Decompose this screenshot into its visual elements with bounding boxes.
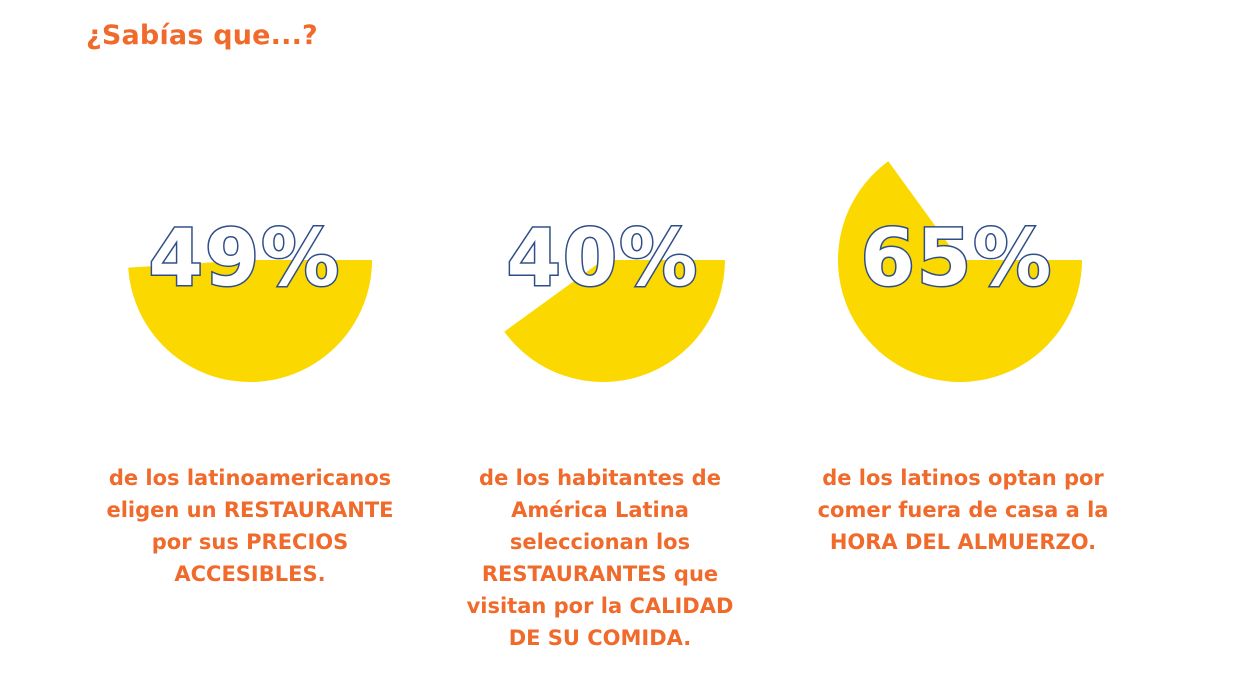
stat-2-caption-line: DE SU COMIDA. — [508, 626, 692, 650]
stat-chart-2: 40% — [504, 213, 725, 383]
stat-3-caption-line: comer fuera de casa a la — [817, 498, 1109, 522]
stat-1-caption-line: de los latinoamericanos — [108, 466, 392, 490]
stat-2-pie-slice — [504, 260, 725, 383]
stat-1-percentage: 49% — [149, 214, 342, 304]
stat-chart-3: 65% — [837, 161, 1082, 382]
stat-2-percentage: 40% — [507, 214, 700, 304]
stat-1-caption-line: ACCESIBLES. — [174, 562, 326, 586]
stat-3-percentage: 65% — [861, 214, 1054, 304]
stat-3-caption-line: de los latinos optan por — [822, 466, 1104, 490]
stat-2-caption-line: América Latina — [511, 498, 689, 522]
stat-2-caption: de los habitantes de América Latina sele… — [430, 462, 770, 654]
stat-charts: 49% 40% 65% — [128, 161, 1082, 383]
page-title: ¿Sabías que...? — [86, 20, 318, 51]
stat-1-pie-slice — [128, 260, 373, 383]
stat-2-caption-line: de los habitantes de — [479, 466, 721, 490]
stat-1-caption-line: por sus PRECIOS — [151, 530, 349, 554]
stat-2-caption-line: visitan por la CALIDAD — [466, 594, 734, 618]
stat-3-caption: de los latinos optan por comer fuera de … — [793, 462, 1133, 558]
stat-3-caption-line: HORA DEL ALMUERZO. — [829, 530, 1097, 554]
stat-2-caption-line: seleccionan los — [509, 530, 691, 554]
stat-1-caption: de los latinoamericanos eligen un RESTAU… — [80, 462, 420, 590]
stat-1-caption-line: eligen un RESTAURANTE — [106, 498, 394, 522]
stat-2-caption-line: RESTAURANTES que — [481, 562, 719, 586]
stat-3-pie-slice — [837, 161, 1082, 382]
stat-chart-1: 49% — [128, 213, 373, 383]
